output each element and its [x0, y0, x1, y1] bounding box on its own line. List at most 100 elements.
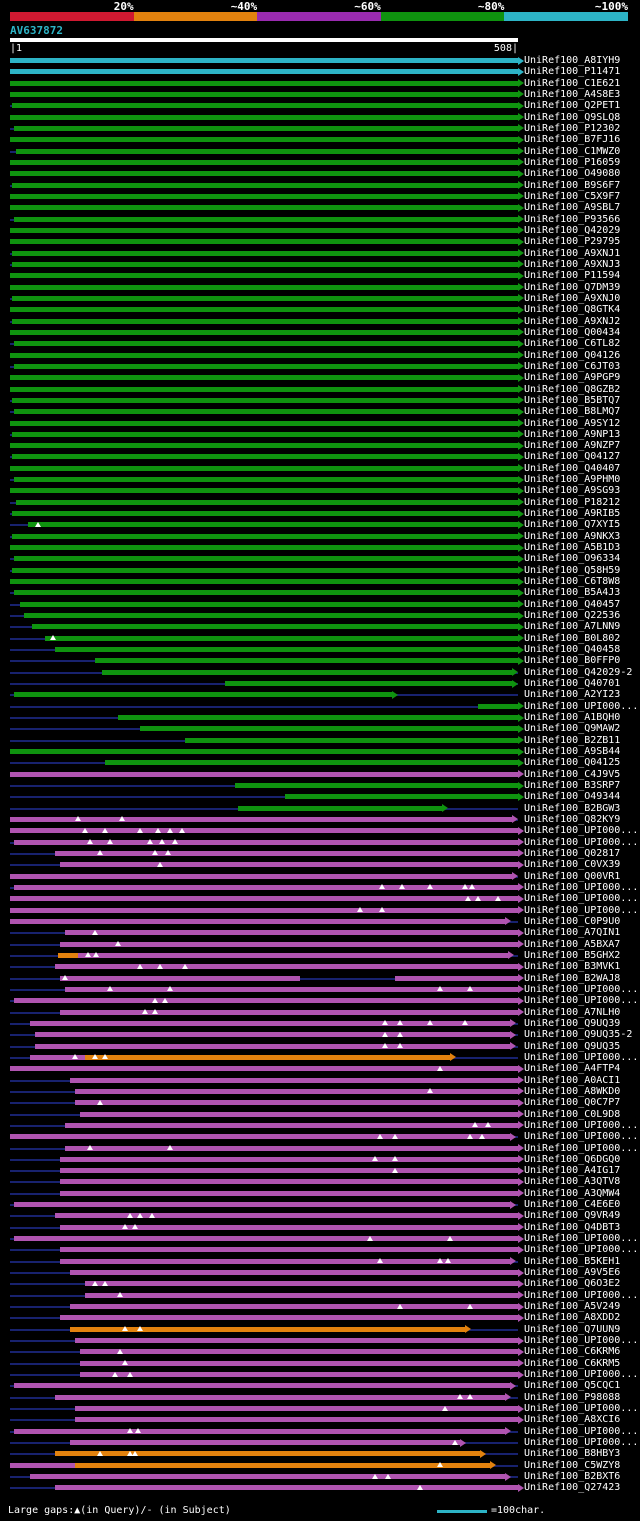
hit-label[interactable]: UniRef100_Q40457 — [524, 598, 621, 610]
alignment-bar[interactable] — [10, 873, 512, 879]
hit-label[interactable]: UniRef100_A5V249 — [524, 1301, 621, 1313]
hit-label[interactable]: UniRef100_Q7XYI5 — [524, 519, 621, 531]
alignment-bar[interactable] — [80, 1349, 518, 1355]
alignment-bar[interactable] — [10, 816, 512, 822]
alignment-bar[interactable] — [60, 1168, 518, 1174]
hit-label[interactable]: UniRef100_P98088 — [524, 1391, 621, 1403]
hit-label[interactable]: UniRef100_B2BGW3 — [524, 802, 621, 814]
alignment-bar[interactable] — [70, 1077, 518, 1083]
alignment-bar[interactable] — [70, 1440, 460, 1446]
hit-label[interactable]: UniRef100_A5B1D3 — [524, 542, 621, 554]
hit-label[interactable]: UniRef100_Q6O3E2 — [524, 1278, 621, 1290]
alignment-bar[interactable] — [10, 1134, 510, 1140]
hit-label[interactable]: UniRef100_UPI000... — [524, 1142, 639, 1154]
alignment-bar[interactable] — [35, 1032, 510, 1038]
hit-label[interactable]: UniRef100_B7FJ16 — [524, 134, 621, 146]
hit-label[interactable]: UniRef100_B5GHX2 — [524, 949, 621, 961]
hit-label[interactable]: UniRef100_C1E621 — [524, 77, 621, 89]
hit-label[interactable]: UniRef100_UPI000... — [524, 1119, 639, 1131]
hit-label[interactable]: UniRef100_Q2PET1 — [524, 100, 621, 112]
alignment-bar[interactable] — [14, 839, 518, 845]
alignment-bar[interactable] — [10, 579, 518, 585]
alignment-bar[interactable] — [60, 975, 300, 981]
alignment-bar[interactable] — [14, 556, 518, 562]
alignment-bar[interactable] — [78, 952, 508, 958]
hit-label[interactable]: UniRef100_Q00434 — [524, 326, 621, 338]
alignment-bar[interactable] — [10, 386, 518, 392]
alignment-bar[interactable] — [75, 1417, 518, 1423]
hit-label[interactable]: UniRef100_P93566 — [524, 213, 621, 225]
hit-label[interactable]: UniRef100_B8LMQ7 — [524, 406, 621, 418]
hit-label[interactable]: UniRef100_A8WKD0 — [524, 1085, 621, 1097]
hit-label[interactable]: UniRef100_Q9MAW2 — [524, 723, 621, 735]
hit-label[interactable]: UniRef100_UPI000... — [524, 1051, 639, 1063]
hit-label[interactable]: UniRef100_A9NP13 — [524, 428, 621, 440]
hit-label[interactable]: UniRef100_A8XDD2 — [524, 1312, 621, 1324]
alignment-bar[interactable] — [10, 307, 518, 313]
hit-label[interactable]: UniRef100_C4E6E0 — [524, 1199, 621, 1211]
hit-label[interactable]: UniRef100_B9S6F7 — [524, 179, 621, 191]
hit-label[interactable]: UniRef100_UPI000... — [524, 881, 639, 893]
hit-label[interactable]: UniRef100_B5KEH1 — [524, 1255, 621, 1267]
hit-label[interactable]: UniRef100_A9XNJ1 — [524, 247, 621, 259]
hit-label[interactable]: UniRef100_UPI000... — [524, 1233, 639, 1245]
hit-label[interactable]: UniRef100_C6KRM6 — [524, 1346, 621, 1358]
hit-label[interactable]: UniRef100_Q6DGQ0 — [524, 1153, 621, 1165]
hit-label[interactable]: UniRef100_UPI000... — [524, 700, 639, 712]
alignment-bar[interactable] — [12, 533, 518, 539]
alignment-bar[interactable] — [12, 318, 518, 324]
hit-label[interactable]: UniRef100_C1MWZ0 — [524, 145, 621, 157]
hit-label[interactable]: UniRef100_Q9SLQ8 — [524, 111, 621, 123]
hit-label[interactable]: UniRef100_Q00VR1 — [524, 870, 621, 882]
hit-label[interactable]: UniRef100_O49344 — [524, 791, 621, 803]
alignment-bar[interactable] — [12, 454, 518, 460]
alignment-bar[interactable] — [10, 1066, 518, 1072]
hit-label[interactable]: UniRef100_A9V5E6 — [524, 1267, 621, 1279]
hit-label[interactable]: UniRef100_Q04126 — [524, 349, 621, 361]
hit-label[interactable]: UniRef100_Q27423 — [524, 1482, 621, 1494]
hit-label[interactable]: UniRef100_A9XNJ0 — [524, 292, 621, 304]
alignment-bar[interactable] — [60, 1190, 518, 1196]
hit-label[interactable]: UniRef100_Q7UUN9 — [524, 1323, 621, 1335]
hit-label[interactable]: UniRef100_UPI000... — [524, 836, 639, 848]
hit-label[interactable]: UniRef100_A4S8E3 — [524, 88, 621, 100]
hit-label[interactable]: UniRef100_Q42029 — [524, 224, 621, 236]
hit-label[interactable]: UniRef100_UPI000... — [524, 1289, 639, 1301]
hit-label[interactable]: UniRef100_Q82KY9 — [524, 813, 621, 825]
hit-label[interactable]: UniRef100_Q40701 — [524, 678, 621, 690]
hit-label[interactable]: UniRef100_Q8GZB2 — [524, 383, 621, 395]
hit-label[interactable]: UniRef100_UPI000... — [524, 1425, 639, 1437]
alignment-bar[interactable] — [10, 159, 518, 165]
hit-label[interactable]: UniRef100_Q40407 — [524, 462, 621, 474]
hit-label[interactable]: UniRef100_C6KRM5 — [524, 1357, 621, 1369]
alignment-bar[interactable] — [14, 884, 518, 890]
hit-label[interactable]: UniRef100_Q9VR49 — [524, 1210, 621, 1222]
alignment-bar[interactable] — [16, 148, 518, 154]
alignment-bar[interactable] — [95, 658, 518, 664]
alignment-bar[interactable] — [12, 261, 518, 267]
hit-label[interactable]: UniRef100_A9SG93 — [524, 485, 621, 497]
hit-label[interactable]: UniRef100_A0ACI1 — [524, 1074, 621, 1086]
hit-label[interactable]: UniRef100_A9NKX3 — [524, 530, 621, 542]
alignment-bar[interactable] — [12, 511, 518, 517]
alignment-bar[interactable] — [478, 703, 518, 709]
hit-label[interactable]: UniRef100_P18212 — [524, 496, 621, 508]
alignment-bar[interactable] — [225, 681, 512, 687]
alignment-bar[interactable] — [80, 1372, 518, 1378]
hit-label[interactable]: UniRef100_A8IYH9 — [524, 55, 621, 66]
alignment-bar[interactable] — [105, 760, 518, 766]
hit-label[interactable]: UniRef100_UPI000... — [524, 1244, 639, 1256]
hit-label[interactable]: UniRef100_UPI000... — [524, 904, 639, 916]
hit-label[interactable]: UniRef100_P11594 — [524, 270, 621, 282]
hit-label[interactable]: UniRef100_C6T8W8 — [524, 576, 621, 588]
hit-label[interactable]: UniRef100_C5WZY8 — [524, 1459, 621, 1471]
hit-label[interactable]: UniRef100_B2ZB11 — [524, 734, 621, 746]
alignment-bar[interactable] — [85, 1281, 518, 1287]
alignment-bar[interactable] — [55, 647, 518, 653]
hit-label[interactable]: UniRef100_Q7DM39 — [524, 281, 621, 293]
alignment-bar[interactable] — [60, 1247, 518, 1253]
hit-label[interactable]: UniRef100_A5BXA7 — [524, 938, 621, 950]
hit-label[interactable]: UniRef100_Q8GTK4 — [524, 304, 621, 316]
hit-label[interactable]: UniRef100_Q42029-2 — [524, 666, 633, 678]
alignment-bar[interactable] — [10, 465, 518, 471]
